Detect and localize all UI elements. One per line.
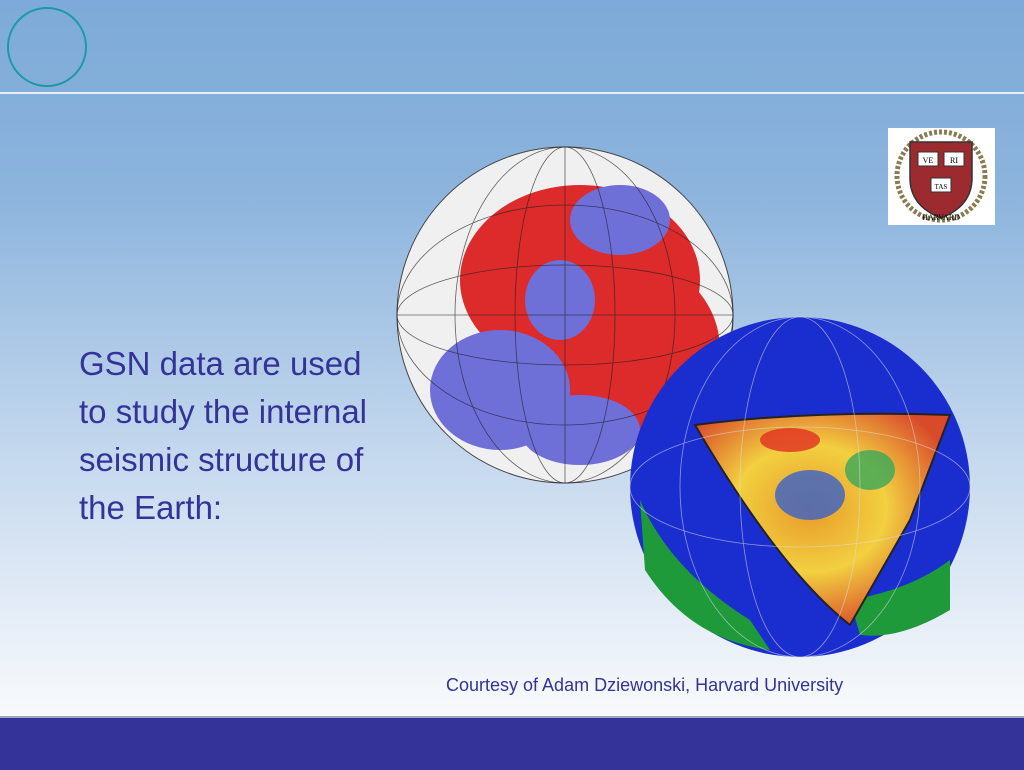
seismic-tomography-image: [390, 140, 990, 675]
globe-cutaway: [629, 316, 971, 658]
footer-bar: [0, 716, 1024, 770]
decorative-circle: [7, 7, 87, 87]
logo-motto-1: VE: [923, 156, 934, 165]
logo-banner: HARVARD: [922, 213, 960, 222]
image-credit: Courtesy of Adam Dziewonski, Harvard Uni…: [446, 675, 844, 695]
logo-motto-3: TAS: [935, 183, 948, 191]
body-text: GSN data are used to study the internal …: [79, 345, 368, 526]
logo-motto-2: RI: [950, 156, 958, 165]
header-divider: [0, 92, 1024, 94]
harvard-logo: VE RI TAS HARVARD: [888, 128, 995, 225]
